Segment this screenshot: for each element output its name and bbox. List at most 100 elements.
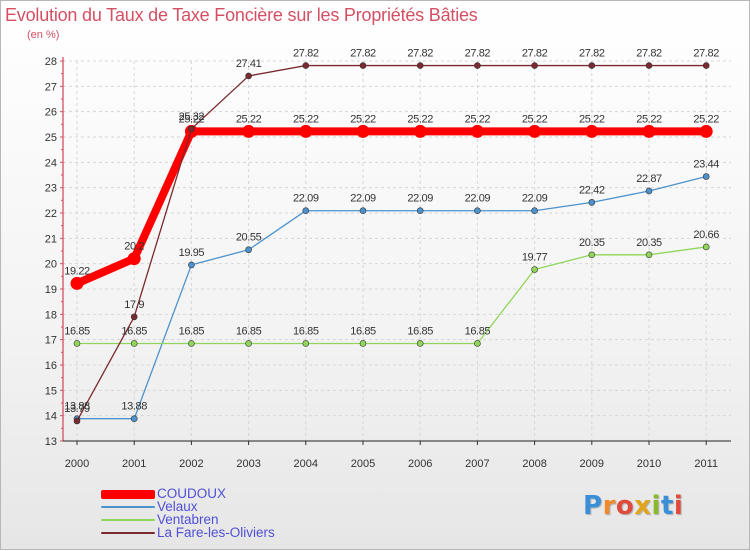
data-point bbox=[188, 261, 195, 269]
proxiti-logo: Proxiti bbox=[583, 491, 683, 521]
data-label: 25.22 bbox=[465, 113, 491, 125]
chart-legend: COUDOUX Velaux Ventabren La Fare-les-Olivie… bbox=[101, 486, 361, 540]
x-tick-label: 2006 bbox=[408, 458, 432, 470]
series-line-coudoux bbox=[73, 127, 711, 288]
data-label: 16.85 bbox=[121, 325, 147, 337]
x-tick-label: 2000 bbox=[65, 458, 89, 470]
legend-swatch bbox=[101, 519, 155, 521]
x-tick-label: 2009 bbox=[580, 458, 604, 470]
data-label: 17.9 bbox=[124, 299, 144, 311]
data-point bbox=[702, 62, 710, 69]
data-label: 19.22 bbox=[64, 265, 90, 277]
y-tick-label: 16 bbox=[45, 360, 57, 372]
y-tick-label: 20 bbox=[45, 259, 57, 271]
data-label: 25.32 bbox=[179, 111, 205, 123]
data-label: 22.09 bbox=[465, 193, 491, 205]
data-label: 25.22 bbox=[407, 113, 433, 125]
data-point bbox=[416, 340, 424, 347]
data-label: 20.2 bbox=[124, 241, 144, 253]
data-point bbox=[245, 72, 252, 80]
data-point bbox=[585, 124, 599, 138]
y-tick-label: 21 bbox=[45, 233, 57, 245]
data-point bbox=[130, 415, 138, 423]
logo-letter: o bbox=[615, 491, 635, 521]
data-point bbox=[645, 187, 653, 195]
data-point bbox=[528, 124, 542, 138]
data-label: 22.42 bbox=[579, 184, 605, 196]
data-label: 25.22 bbox=[636, 113, 662, 125]
data-label: 27.82 bbox=[522, 48, 548, 60]
legend-item: COUDOUX bbox=[101, 486, 361, 501]
data-point bbox=[474, 340, 481, 347]
data-label: 16.85 bbox=[407, 325, 433, 337]
legend-label: COUDOUX bbox=[157, 486, 227, 501]
legend-swatch bbox=[101, 506, 155, 508]
data-point bbox=[531, 207, 538, 215]
data-label: 16.85 bbox=[465, 325, 491, 337]
y-tick-label: 24 bbox=[45, 157, 57, 169]
data-label: 16.85 bbox=[293, 325, 319, 337]
y-tick-label: 25 bbox=[45, 132, 57, 144]
data-point bbox=[73, 417, 81, 425]
data-point bbox=[645, 62, 653, 69]
x-tick-label: 2008 bbox=[522, 458, 546, 470]
data-point bbox=[299, 124, 313, 138]
data-label: 27.82 bbox=[350, 48, 376, 60]
data-point bbox=[356, 124, 370, 138]
data-label: 19.77 bbox=[522, 251, 548, 263]
data-label: 20.35 bbox=[636, 237, 662, 249]
data-label: 27.82 bbox=[465, 48, 491, 60]
legend-item: La Fare-les-Oliviers bbox=[101, 525, 361, 540]
data-label: 16.85 bbox=[179, 325, 205, 337]
data-point bbox=[242, 124, 256, 138]
data-point bbox=[359, 340, 367, 347]
data-point bbox=[188, 340, 195, 347]
y-tick-label: 13 bbox=[45, 436, 57, 448]
y-axis-unit-label: (en %) bbox=[27, 29, 60, 41]
data-label: 25.22 bbox=[579, 113, 605, 125]
data-label: 13.88 bbox=[121, 401, 147, 413]
data-point bbox=[127, 252, 141, 266]
data-label: 16.85 bbox=[64, 325, 90, 337]
x-tick-label: 2002 bbox=[179, 458, 203, 470]
data-point bbox=[416, 62, 424, 69]
data-label: 27.82 bbox=[579, 48, 605, 60]
y-tick-label: 22 bbox=[45, 208, 57, 220]
legend-label: La Fare-les-Oliviers bbox=[157, 525, 275, 540]
data-label: 22.09 bbox=[293, 193, 319, 205]
data-label: 16.85 bbox=[350, 325, 376, 337]
data-label: 25.22 bbox=[293, 113, 319, 125]
data-label: 27.82 bbox=[693, 48, 719, 60]
data-point bbox=[188, 125, 195, 133]
data-point bbox=[359, 62, 367, 69]
data-point bbox=[474, 207, 481, 215]
data-label: 19.95 bbox=[179, 247, 205, 259]
data-point bbox=[359, 207, 367, 215]
data-point bbox=[73, 340, 81, 347]
y-tick-label: 26 bbox=[45, 107, 57, 119]
legend-swatch bbox=[101, 532, 155, 534]
data-point bbox=[531, 62, 538, 69]
series-line-velaux bbox=[76, 175, 707, 420]
plot-area bbox=[63, 61, 731, 441]
data-label: 27.41 bbox=[236, 58, 262, 70]
data-point bbox=[645, 251, 653, 259]
y-tick-label: 17 bbox=[45, 335, 57, 347]
data-label: 25.22 bbox=[179, 113, 205, 125]
data-point bbox=[588, 199, 596, 206]
data-point bbox=[70, 276, 84, 290]
x-tick-label: 2001 bbox=[122, 458, 146, 470]
data-point bbox=[531, 266, 538, 273]
legend-item: Velaux bbox=[101, 499, 361, 514]
legend-label: Velaux bbox=[157, 499, 198, 514]
data-point bbox=[642, 124, 656, 138]
logo-letter: r bbox=[602, 491, 616, 521]
legend-item: Ventabren bbox=[101, 512, 361, 527]
data-point bbox=[413, 124, 427, 138]
data-label: 20.35 bbox=[579, 237, 605, 249]
data-label: 22.09 bbox=[407, 193, 433, 205]
y-tick-label: 14 bbox=[45, 411, 57, 423]
data-point bbox=[302, 62, 310, 69]
x-tick-label: 2011 bbox=[694, 458, 718, 470]
data-label: 20.55 bbox=[236, 232, 262, 244]
